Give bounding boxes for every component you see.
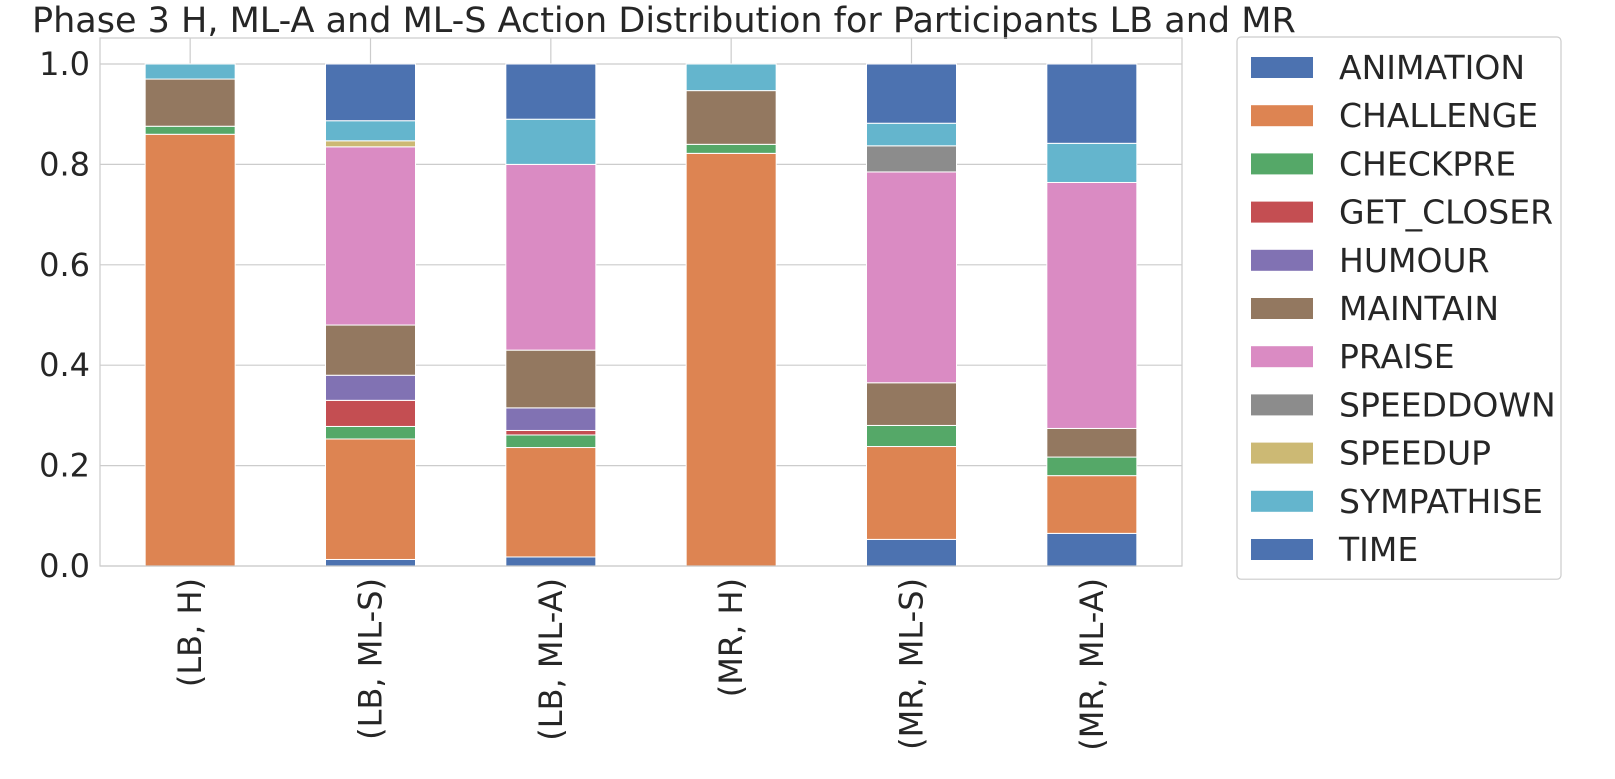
legend-label: SPEEDUP <box>1339 434 1491 473</box>
legend-swatch <box>1251 105 1313 127</box>
legend-label: SPEEDDOWN <box>1339 385 1556 424</box>
chart-title: Phase 3 H, ML-A and ML-S Action Distribu… <box>32 1 1296 41</box>
legend-label: HUMOUR <box>1339 241 1490 280</box>
y-axis-ticks: 0.0 0.2 0.4 0.6 0.8 1.0 <box>39 45 90 585</box>
bar-segment-get-closer <box>325 399 416 427</box>
x-tick-label: (LB, ML-S) <box>352 578 390 740</box>
bar-segment-get-closer <box>505 429 597 436</box>
bar-segment-sympathise <box>144 63 236 80</box>
bar-segment-praise <box>1046 181 1138 429</box>
bar-segment-challenge <box>325 438 416 560</box>
y-tick-label: 0.6 <box>39 246 90 284</box>
bar-segment-checkpre <box>144 125 236 135</box>
bar-segment-checkpre <box>325 425 416 440</box>
bar-segment-time <box>325 558 416 567</box>
bar-segment-sympathise <box>866 122 957 147</box>
bar-segment-speeddown <box>866 145 957 173</box>
legend-label: MAINTAIN <box>1339 289 1499 328</box>
legend: ANIMATION CHALLENGE CHECKPRE GET_CLOSER HUMO… <box>1236 36 1562 580</box>
legend-label: ANIMATION <box>1339 48 1525 87</box>
legend-label: GET_CLOSER <box>1339 193 1553 232</box>
bar-segment-time <box>866 538 957 567</box>
bar-segment-humour <box>325 374 416 401</box>
x-tick-label: (MR, ML-S) <box>893 578 931 750</box>
legend-swatch <box>1251 298 1313 319</box>
y-tick-label: 0.0 <box>39 547 90 585</box>
legend-label: SYMPATHISE <box>1339 482 1543 521</box>
x-tick-label: (MR, ML-A) <box>1073 578 1111 751</box>
bar-segment-challenge <box>866 446 957 540</box>
legend-swatch <box>1251 394 1313 416</box>
bar-segment-maintain <box>325 324 416 376</box>
bar-segment-animation <box>325 63 416 122</box>
bar-segment-sympathise <box>685 63 777 92</box>
x-axis-ticks: (LB, H) (LB, ML-S) (LB, ML-A) (MR, H) (MR, M… <box>171 578 1111 751</box>
bars <box>144 63 1138 567</box>
y-tick-label: 0.2 <box>39 447 90 485</box>
bar-segment-challenge <box>1046 475 1138 534</box>
bar-segment-challenge <box>144 133 236 567</box>
bar-segment-maintain <box>144 78 236 127</box>
bar-segment-maintain <box>685 90 777 145</box>
x-tick-label: (LB, ML-A) <box>532 578 570 741</box>
y-tick-label: 0.8 <box>39 145 90 183</box>
legend-swatch <box>1251 442 1313 464</box>
bar-segment-challenge <box>685 152 777 567</box>
bar-segment-maintain <box>1046 427 1138 458</box>
legend-swatch <box>1251 346 1313 368</box>
bar-segment-maintain <box>866 382 957 426</box>
bar-segment-praise <box>866 171 957 384</box>
bar-segment-maintain <box>505 349 597 409</box>
legend-box <box>1236 36 1562 580</box>
legend-label: PRAISE <box>1339 337 1455 376</box>
bar-segment-sympathise <box>325 120 416 142</box>
legend-label: CHECKPRE <box>1339 144 1516 183</box>
legend-swatch <box>1251 490 1313 512</box>
bar-segment-animation <box>505 63 597 120</box>
legend-label: TIME <box>1338 530 1418 569</box>
y-tick-label: 0.4 <box>39 346 90 384</box>
bar-segment-praise <box>325 146 416 326</box>
grid-lines <box>100 38 1182 567</box>
bar-segment-sympathise <box>1046 142 1138 183</box>
legend-swatch <box>1251 153 1313 175</box>
x-tick-label: (MR, H) <box>712 578 750 697</box>
x-tick-label: (LB, H) <box>171 578 209 687</box>
bar-segment-animation <box>866 63 957 124</box>
legend-swatch <box>1251 57 1313 78</box>
bar-segment-time <box>505 556 597 567</box>
legend-label: CHALLENGE <box>1339 96 1538 135</box>
legend-swatch <box>1251 539 1313 560</box>
bar-segment-challenge <box>505 447 597 558</box>
bar-segment-time <box>1046 532 1138 567</box>
y-tick-label: 1.0 <box>39 45 90 83</box>
legend-swatch <box>1251 201 1313 223</box>
bar-segment-checkpre <box>685 143 777 154</box>
bar-segment-sympathise <box>505 118 597 165</box>
bar-segment-animation <box>1046 63 1138 144</box>
bar-segment-speedup <box>325 140 416 148</box>
bar-segment-checkpre <box>866 424 957 448</box>
bar-segment-checkpre <box>1046 456 1138 477</box>
bar-segment-humour <box>505 407 597 431</box>
legend-swatch <box>1251 249 1313 271</box>
bar-segment-checkpre <box>505 434 597 449</box>
bar-segment-praise <box>505 163 597 351</box>
plot-frame <box>99 37 1183 567</box>
